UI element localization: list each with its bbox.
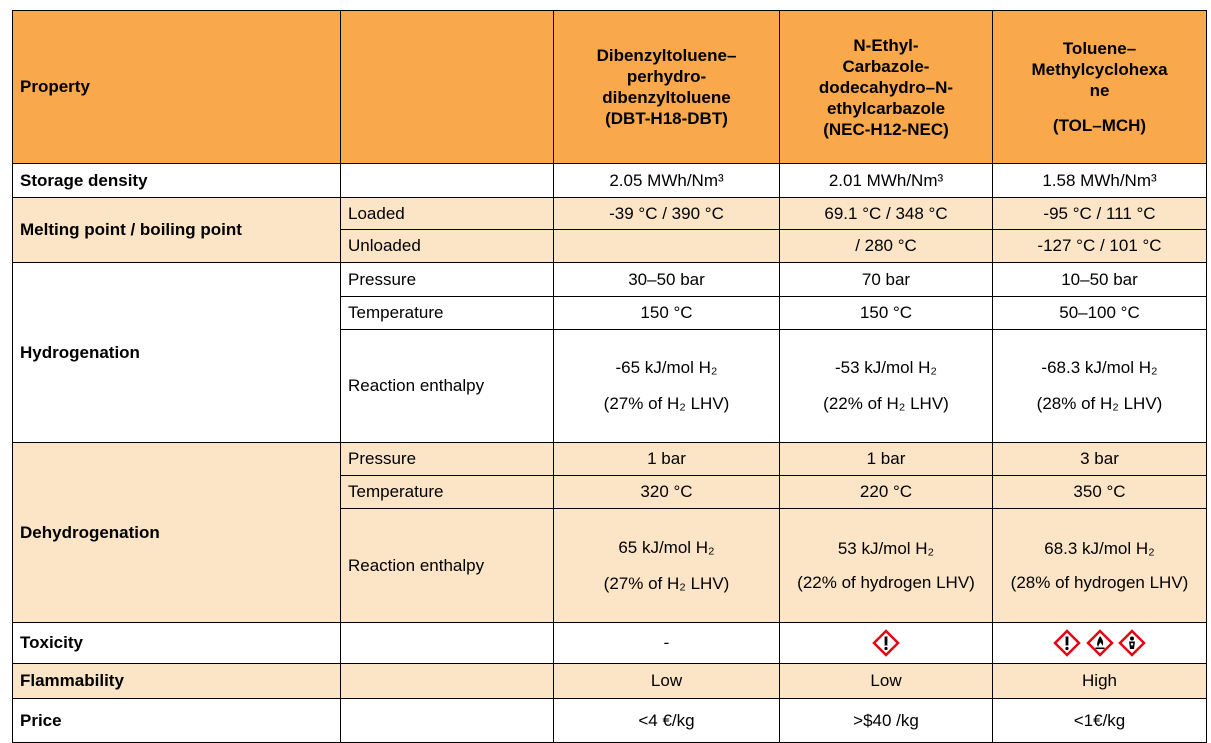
header-text: Methylcyclohexa xyxy=(1031,60,1168,79)
cell: 50–100 °C xyxy=(992,296,1207,330)
cell: 68.3 kJ/mol H₂ (28% of hydrogen LHV) xyxy=(992,508,1207,623)
cell: 220 °C xyxy=(779,475,993,509)
cell: -68.3 kJ/mol H₂ (28% of H₂ LHV) xyxy=(992,329,1207,443)
cell-text: (27% of H₂ LHV) xyxy=(603,573,730,593)
cell-text: 65 kJ/mol H₂ xyxy=(618,537,715,557)
cell: Reaction enthalpy xyxy=(340,329,554,443)
cell: -65 kJ/mol H₂ (27% of H₂ LHV) xyxy=(553,329,780,443)
cell: <1€/kg xyxy=(992,698,1207,743)
cell: <4 €/kg xyxy=(553,698,780,743)
cell-text: (22% of hydrogen LHV) xyxy=(797,572,975,592)
cell: Reaction enthalpy xyxy=(340,508,554,623)
cell: Temperature xyxy=(340,475,554,509)
header-text: (DBT-H18-DBT) xyxy=(605,109,728,128)
cell xyxy=(779,622,993,664)
ghs-health-hazard-icon xyxy=(1118,629,1147,657)
header-cell: Toluene– Methylcyclohexa ne (TOL–MCH) xyxy=(992,10,1207,164)
cell xyxy=(340,622,554,664)
header-text: Carbazole- xyxy=(842,56,930,76)
header-text: dibenzyltoluene xyxy=(602,88,731,107)
cell: Storage density xyxy=(12,163,341,198)
ghs-exclamation-icon xyxy=(1052,629,1081,657)
cell: 150 °C xyxy=(553,296,780,330)
cell: Loaded xyxy=(340,197,554,230)
cell xyxy=(340,163,554,198)
cell: Hydrogenation xyxy=(12,262,341,443)
cell: 150 °C xyxy=(779,296,993,330)
header-cell: Property xyxy=(12,10,341,164)
cell xyxy=(992,622,1207,664)
cell-text: 53 kJ/mol H₂ xyxy=(837,538,935,558)
cell: 65 kJ/mol H₂ (27% of H₂ LHV) xyxy=(553,508,780,623)
header-text: (NEC-H12-NEC) xyxy=(823,119,949,139)
cell: 70 bar xyxy=(779,262,993,297)
cell: Pressure xyxy=(340,262,554,297)
comparison-table: Property Dibenzyltoluene– perhydro-dibenz… xyxy=(12,10,1207,743)
header-row: Property Dibenzyltoluene– perhydro-dibenz… xyxy=(12,10,1207,164)
header-cell: N-Ethyl- Carbazole-dodecahydro–N-ethylcar… xyxy=(779,10,993,164)
cell-text: (27% of H₂ LHV) xyxy=(603,394,730,413)
cell: -127 °C / 101 °C xyxy=(992,229,1207,263)
cell-text: 68.3 kJ/mol H₂ xyxy=(1044,538,1155,558)
cell: 10–50 bar xyxy=(992,262,1207,297)
cell: -53 kJ/mol H₂ (22% of H₂ LHV) xyxy=(779,329,993,443)
cell: 1 bar xyxy=(553,442,780,476)
ghs-exclamation-icon xyxy=(872,629,900,657)
cell: Low xyxy=(553,663,780,699)
cell: Toxicity xyxy=(12,622,341,664)
cell-text: -68.3 kJ/mol H₂ xyxy=(1041,358,1158,377)
cell: 320 °C xyxy=(553,475,780,509)
cell: 69.1 °C / 348 °C xyxy=(779,197,993,230)
cell: -39 °C / 390 °C xyxy=(553,197,780,230)
cell-text: (28% of hydrogen LHV) xyxy=(1010,572,1189,592)
cell-text: -53 kJ/mol H₂ xyxy=(834,358,937,377)
cell: Low xyxy=(779,663,993,699)
header-text: Dibenzyltoluene– xyxy=(596,46,737,65)
cell-text: (28% of H₂ LHV) xyxy=(1036,394,1163,413)
header-text: ne xyxy=(1089,81,1110,100)
header-text: ethylcarbazole xyxy=(826,98,946,118)
cell: Melting point / boiling point xyxy=(12,197,341,263)
cell: Pressure xyxy=(340,442,554,476)
cell: 350 °C xyxy=(992,475,1207,509)
cell-text: (22% of H₂ LHV) xyxy=(823,394,949,413)
cell: Price xyxy=(12,698,341,743)
cell: >$40 /kg xyxy=(779,698,993,743)
cell xyxy=(340,698,554,743)
cell: / 280 °C xyxy=(779,229,993,263)
cell: Unloaded xyxy=(340,229,554,263)
cell: 53 kJ/mol H₂ (22% of hydrogen LHV) xyxy=(779,508,993,623)
cell: 1.58 MWh/Nm³ xyxy=(992,163,1207,198)
ghs-flame-icon xyxy=(1085,629,1114,657)
cell: 2.05 MWh/Nm³ xyxy=(553,163,780,198)
cell xyxy=(340,663,554,699)
cell: 2.01 MWh/Nm³ xyxy=(779,163,993,198)
header-text: (TOL–MCH) xyxy=(1052,116,1147,135)
cell: 1 bar xyxy=(779,442,993,476)
cell-text: -65 kJ/mol H₂ xyxy=(615,358,718,377)
header-text: N-Ethyl- xyxy=(853,35,919,55)
header-text: dodecahydro–N- xyxy=(818,77,954,97)
cell: Flammability xyxy=(12,663,341,699)
cell: High xyxy=(992,663,1207,699)
header-cell: Dibenzyltoluene– perhydro-dibenzyltoluene… xyxy=(553,10,780,164)
header-text: Property xyxy=(20,77,90,96)
header-text: perhydro- xyxy=(626,67,707,86)
header-cell xyxy=(340,10,554,164)
cell: -95 °C / 111 °C xyxy=(992,197,1207,230)
cell xyxy=(553,229,780,263)
cell: Dehydrogenation xyxy=(12,442,341,623)
cell: Temperature xyxy=(340,296,554,330)
cell: - xyxy=(553,622,780,664)
cell: 30–50 bar xyxy=(553,262,780,297)
cell: 3 bar xyxy=(992,442,1207,476)
header-text: Toluene– xyxy=(1062,39,1137,58)
